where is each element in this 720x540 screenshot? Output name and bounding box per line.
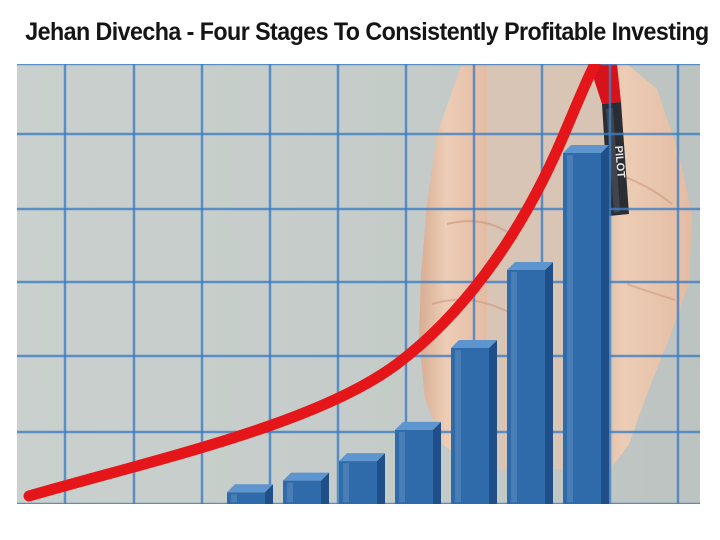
- rising-trend-curve: [23, 64, 601, 502]
- bar-stack: [227, 145, 609, 504]
- bar: [339, 453, 385, 504]
- bar: [563, 145, 609, 504]
- bar: [227, 484, 273, 504]
- growth-chart-photo: PILOT: [17, 64, 700, 504]
- headline: Jehan Divecha - Four Stages To Consisten…: [25, 18, 709, 46]
- bar: [451, 340, 497, 504]
- marker-label: PILOT: [612, 145, 627, 179]
- bar: [507, 262, 553, 504]
- bar: [283, 472, 329, 504]
- rising-bar-chart-illustration: PILOT: [17, 64, 700, 504]
- bar: [395, 421, 441, 504]
